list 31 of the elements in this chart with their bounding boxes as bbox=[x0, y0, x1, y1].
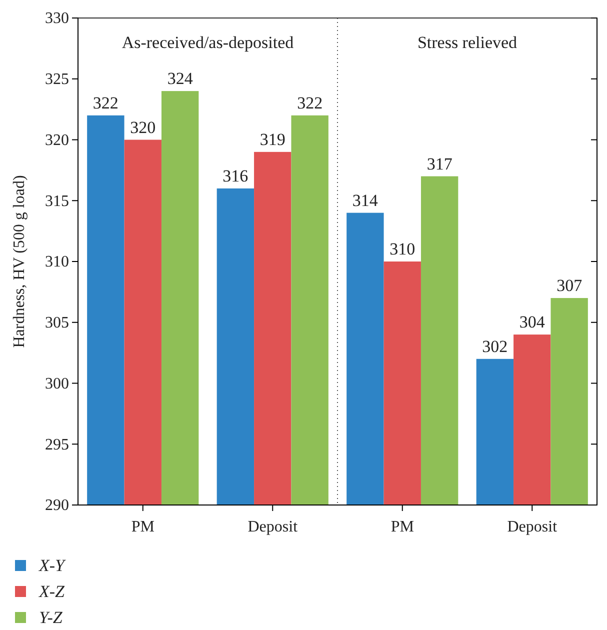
data-label: 314 bbox=[352, 190, 378, 210]
y-tick-label: 305 bbox=[45, 314, 69, 332]
y-tick-label: 300 bbox=[45, 375, 69, 392]
legend-label: X-Z bbox=[38, 582, 66, 601]
x-tick-label: Deposit bbox=[248, 518, 298, 536]
data-label: 319 bbox=[260, 130, 286, 149]
data-label: 322 bbox=[92, 93, 118, 112]
x-tick-label: Deposit bbox=[507, 518, 558, 536]
y-tick-label: 325 bbox=[45, 70, 69, 88]
y-tick-label: 290 bbox=[45, 497, 69, 514]
y-tick-label: 320 bbox=[45, 132, 69, 149]
data-label: 307 bbox=[556, 276, 583, 296]
data-label: 322 bbox=[297, 93, 323, 112]
x-tick-label: PM bbox=[390, 518, 414, 536]
y-tick-label: 330 bbox=[45, 10, 69, 28]
legend-label: X-Y bbox=[38, 556, 66, 575]
data-label: 317 bbox=[426, 154, 453, 174]
y-axis-title: Hardness, HV (500 g load) bbox=[11, 175, 28, 348]
data-label: 302 bbox=[482, 336, 508, 356]
annotation: As-received/as-deposited bbox=[122, 33, 294, 52]
data-label: 320 bbox=[130, 118, 156, 137]
x-tick-label: PM bbox=[131, 518, 154, 536]
y-tick-label: 315 bbox=[45, 192, 69, 210]
data-label: 324 bbox=[167, 69, 194, 88]
data-label: 304 bbox=[519, 312, 546, 332]
data-label: 316 bbox=[222, 166, 248, 186]
y-tick-label: 310 bbox=[45, 254, 69, 271]
annotation: Stress relieved bbox=[417, 33, 518, 52]
legend-label: Y-Z bbox=[39, 608, 63, 627]
data-label: 310 bbox=[390, 240, 416, 258]
y-tick-label: 295 bbox=[45, 436, 69, 454]
